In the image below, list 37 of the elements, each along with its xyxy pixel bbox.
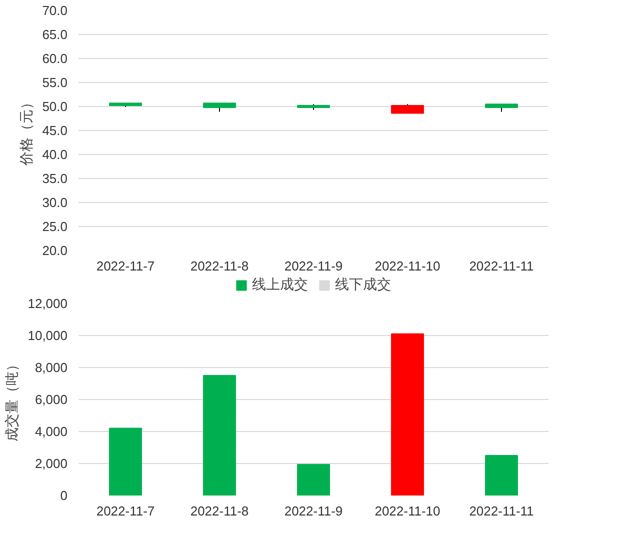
bar [109, 428, 142, 496]
y-tick-label: 55.0 [42, 75, 68, 90]
y-tick-label: 8,000 [34, 360, 68, 375]
y-axis-title: 成交量（吨） [4, 358, 20, 442]
legend-label: 线上成交 [252, 276, 308, 294]
y-tick-label: 10,000 [28, 328, 68, 343]
y-axis-title: 价格（元） [18, 96, 34, 166]
y-tick-label: 40.0 [42, 147, 68, 162]
y-tick-label: 12,000 [28, 296, 68, 311]
x-tick-label: 2022-11-9 [284, 504, 343, 518]
x-tick-label: 2022-11-9 [284, 258, 343, 274]
y-tick-label: 50.0 [42, 99, 68, 114]
x-tick-label: 2022-11-8 [190, 258, 249, 274]
y-tick-label: 6,000 [34, 392, 68, 407]
y-tick-label: 35.0 [42, 171, 68, 186]
y-tick-label: 0 [60, 488, 68, 503]
x-tick-label: 2022-11-11 [469, 258, 534, 274]
bar [485, 455, 518, 496]
x-tick-label: 2022-11-8 [190, 504, 249, 518]
legend-label: 线下成交 [335, 276, 391, 294]
y-tick-label: 25.0 [42, 219, 68, 234]
y-tick-label: 2,000 [34, 456, 68, 471]
bar [203, 375, 236, 496]
x-tick-label: 2022-11-7 [96, 258, 155, 274]
y-tick-label: 20.0 [42, 243, 68, 258]
y-tick-label: 30.0 [42, 195, 68, 210]
y-tick-label: 4,000 [34, 424, 68, 439]
x-tick-label: 2022-11-7 [96, 504, 155, 518]
x-tick-label: 2022-11-10 [374, 504, 440, 518]
bar [391, 333, 424, 496]
x-tick-label: 2022-11-10 [374, 258, 440, 274]
bar [297, 464, 330, 496]
y-tick-label: 60.0 [42, 51, 68, 66]
y-tick-label: 45.0 [42, 123, 68, 138]
y-tick-label: 65.0 [42, 27, 68, 42]
x-tick-label: 2022-11-11 [469, 504, 534, 518]
y-tick-label: 70.0 [42, 3, 68, 18]
